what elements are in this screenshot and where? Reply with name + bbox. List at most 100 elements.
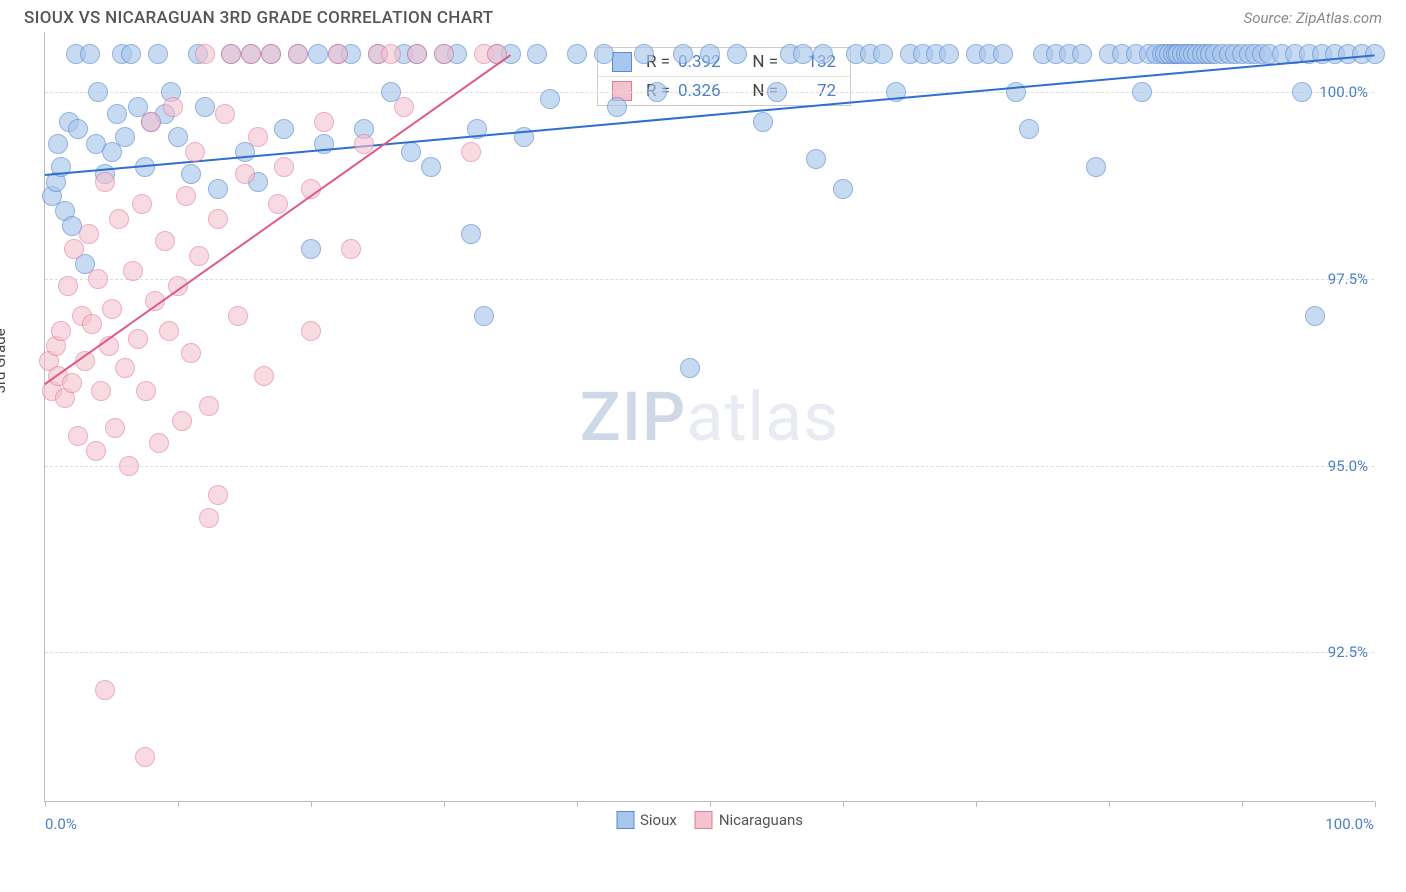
scatter-point: [149, 433, 169, 453]
gridline: [45, 466, 1374, 467]
scatter-point: [215, 104, 235, 124]
scatter-point: [62, 373, 82, 393]
scatter-point: [102, 299, 122, 319]
scatter-point: [199, 396, 219, 416]
scatter-point: [308, 44, 328, 64]
scatter-point: [567, 44, 587, 64]
scatter-point: [434, 44, 454, 64]
scatter-point: [328, 44, 348, 64]
scatter-point: [700, 44, 720, 64]
stats-swatch: [612, 52, 632, 72]
scatter-point: [105, 418, 125, 438]
scatter-point: [1292, 82, 1312, 102]
stats-n-label: N =: [752, 52, 778, 72]
scatter-point: [461, 142, 481, 162]
scatter-point: [221, 44, 241, 64]
scatter-point: [181, 164, 201, 184]
scatter-point: [268, 194, 288, 214]
scatter-point: [86, 441, 106, 461]
x-tick: [577, 801, 578, 807]
scatter-point: [88, 269, 108, 289]
scatter-point: [873, 44, 893, 64]
scatter-point: [208, 485, 228, 505]
scatter-point: [301, 239, 321, 259]
scatter-point: [64, 239, 84, 259]
scatter-point: [235, 164, 255, 184]
chart-source: Source: ZipAtlas.com: [1244, 9, 1382, 27]
chart-wrap: 3rd Grade ZIPatlas R = 0.392 N = 132R = …: [0, 32, 1406, 802]
x-tick: [45, 801, 46, 807]
scatter-point: [199, 508, 219, 528]
x-tick-label-left: 0.0%: [45, 815, 77, 833]
scatter-point: [79, 224, 99, 244]
scatter-point: [163, 97, 183, 117]
scatter-point: [119, 456, 139, 476]
scatter-point: [727, 44, 747, 64]
scatter-point: [68, 426, 88, 446]
legend-item: Nicaraguans: [695, 811, 803, 829]
scatter-point: [527, 44, 547, 64]
scatter-point: [185, 142, 205, 162]
scatter-point: [132, 194, 152, 214]
scatter-point: [1305, 306, 1325, 326]
scatter-point: [793, 44, 813, 64]
x-tick: [1109, 801, 1110, 807]
legend-swatch: [695, 811, 713, 829]
scatter-point: [1072, 44, 1092, 64]
scatter-point: [195, 44, 215, 64]
scatter-point: [1086, 157, 1106, 177]
legend-label: Nicaraguans: [719, 811, 803, 829]
scatter-point: [421, 157, 441, 177]
y-tick-label: 100.0%: [1319, 83, 1368, 101]
x-tick: [710, 801, 711, 807]
scatter-point: [176, 186, 196, 206]
chart-title: SIOUX VS NICARAGUAN 3RD GRADE CORRELATIO…: [24, 8, 493, 28]
scatter-point: [159, 321, 179, 341]
scatter-point: [58, 276, 78, 296]
scatter-point: [407, 44, 427, 64]
scatter-point: [123, 261, 143, 281]
scatter-point: [288, 44, 308, 64]
scatter-point: [241, 44, 261, 64]
scatter-point: [68, 119, 88, 139]
gridline: [45, 652, 1374, 653]
y-tick-label: 97.5%: [1328, 270, 1368, 288]
scatter-point: [647, 82, 667, 102]
scatter-point: [254, 366, 274, 386]
scatter-point: [401, 142, 421, 162]
scatter-point: [394, 97, 414, 117]
x-tick: [1242, 801, 1243, 807]
scatter-point: [195, 97, 215, 117]
scatter-point: [172, 411, 192, 431]
scatter-point: [189, 246, 209, 266]
scatter-point: [833, 179, 853, 199]
scatter-point: [95, 172, 115, 192]
scatter-point: [274, 157, 294, 177]
scatter-point: [107, 104, 127, 124]
scatter-point: [261, 44, 281, 64]
scatter-point: [136, 381, 156, 401]
scatter-point: [135, 747, 155, 767]
scatter-point: [680, 358, 700, 378]
scatter-point: [51, 321, 71, 341]
scatter-point: [341, 239, 361, 259]
scatter-point: [487, 44, 507, 64]
scatter-point: [767, 82, 787, 102]
scatter-point: [274, 119, 294, 139]
bottom-legend: SiouxNicaraguans: [616, 811, 803, 829]
watermark: ZIPatlas: [580, 377, 840, 457]
y-tick-label: 95.0%: [1328, 457, 1368, 475]
scatter-point: [594, 44, 614, 64]
x-tick: [444, 801, 445, 807]
x-tick: [843, 801, 844, 807]
scatter-point: [208, 179, 228, 199]
scatter-point: [115, 358, 135, 378]
scatter-point: [141, 112, 161, 132]
scatter-point: [1132, 82, 1152, 102]
scatter-point: [121, 44, 141, 64]
scatter-point: [634, 44, 654, 64]
scatter-point: [80, 44, 100, 64]
watermark-part1: ZIP: [580, 377, 687, 457]
scatter-point: [248, 127, 268, 147]
scatter-point: [607, 97, 627, 117]
